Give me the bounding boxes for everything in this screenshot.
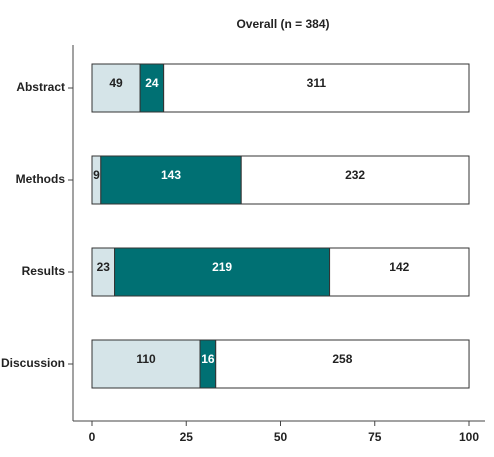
bar-segment: [215, 339, 470, 389]
x-tick-label: 25: [180, 430, 194, 444]
value-label: 16: [201, 352, 215, 366]
bar-segment: [240, 155, 470, 205]
value-label: 258: [332, 352, 352, 366]
bar-segment: [91, 63, 141, 113]
value-label: 24: [145, 76, 159, 90]
x-tick-label: 50: [274, 430, 288, 444]
value-label: 142: [389, 260, 409, 274]
y-tick-label: Methods: [16, 172, 66, 186]
value-label: 49: [109, 76, 123, 90]
value-label: 219: [212, 260, 232, 274]
y-tick-label: Discussion: [1, 356, 65, 370]
chart-title: Overall (n = 384): [236, 17, 329, 31]
bar-segment: [100, 155, 242, 205]
x-tick-label: 100: [459, 430, 479, 444]
bar-segment: [91, 339, 201, 389]
bar-segment: [163, 63, 470, 113]
value-label: 23: [97, 260, 111, 274]
value-label: 110: [136, 352, 156, 366]
bar-segment: [114, 247, 331, 297]
y-tick-label: Results: [22, 264, 66, 278]
bar-segment: [329, 247, 470, 297]
x-tick-label: 0: [89, 430, 96, 444]
value-label: 9: [93, 168, 100, 182]
value-label: 311: [307, 76, 327, 90]
x-tick-label: 75: [368, 430, 382, 444]
y-tick-label: Abstract: [16, 80, 65, 94]
value-label: 232: [345, 168, 365, 182]
value-label: 143: [161, 168, 181, 182]
